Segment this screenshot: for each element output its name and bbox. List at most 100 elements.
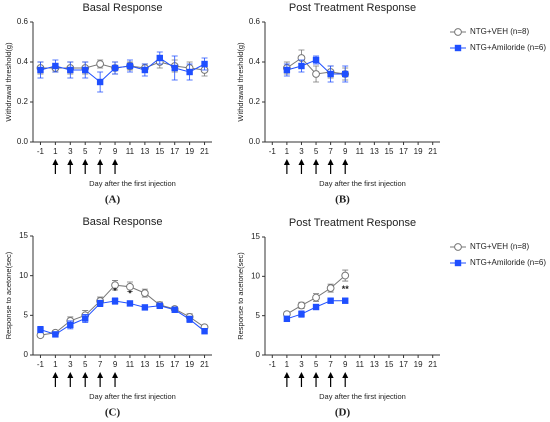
marker <box>140 289 149 298</box>
x-axis-label: Day after the first injection <box>89 179 176 188</box>
arrow-head <box>82 159 89 165</box>
x-axis-label: Day after the first injection <box>89 392 176 401</box>
panel-label: (D) <box>335 407 351 419</box>
x-tick-label: 19 <box>414 147 423 156</box>
arrow-head <box>342 159 349 165</box>
y-tick-label: 0.2 <box>249 97 261 106</box>
panel-label: (A) <box>105 194 121 206</box>
x-axis-label: Day after the first injection <box>319 392 406 401</box>
arrow-head <box>52 372 59 378</box>
arrow-head <box>283 372 290 378</box>
marker <box>141 304 149 311</box>
y-tick-label: 0.4 <box>249 57 261 66</box>
y-axis-label: Withdrawal threshold(g) <box>4 42 13 122</box>
x-tick-label: 9 <box>113 360 118 369</box>
marker <box>52 331 59 338</box>
marker <box>312 303 320 311</box>
y-tick-label: 0.6 <box>249 17 261 26</box>
y-axis-label: Response to acetone(sec) <box>236 252 245 340</box>
x-tick-label: 17 <box>170 147 179 156</box>
arrow-head <box>313 159 320 165</box>
arrow-head <box>313 372 320 378</box>
y-tick-label: 0.0 <box>249 137 261 146</box>
chart-title: Post Treatment Response <box>289 2 416 14</box>
marker <box>171 64 178 72</box>
marker <box>326 284 335 293</box>
arrow-head <box>97 159 104 165</box>
x-tick-label: 1 <box>285 147 290 156</box>
marker <box>141 66 149 74</box>
x-tick-label: 11 <box>356 360 365 369</box>
marker <box>342 297 349 304</box>
x-tick-label: 7 <box>98 147 103 156</box>
series-line <box>40 300 205 335</box>
marker <box>156 54 163 62</box>
y-tick-label: 15 <box>251 232 260 241</box>
marker <box>37 326 44 333</box>
legend-marker <box>454 259 462 267</box>
x-tick-label: 19 <box>414 360 423 369</box>
x-tick-label: 19 <box>185 147 194 156</box>
y-tick-label: 5 <box>24 310 29 319</box>
marker <box>298 62 305 70</box>
marker <box>297 301 306 310</box>
arrow-head <box>327 159 334 165</box>
marker <box>67 66 74 74</box>
marker <box>283 66 291 74</box>
marker <box>96 300 104 307</box>
x-tick-label: 11 <box>126 360 135 369</box>
y-axis-label: Response to acetone(sec) <box>4 251 13 339</box>
x-tick-label: 15 <box>385 360 394 369</box>
significance: ** <box>342 284 350 294</box>
x-tick-label: 15 <box>155 360 164 369</box>
marker <box>341 271 350 280</box>
marker <box>126 300 134 307</box>
arrow-head <box>112 372 119 378</box>
x-tick-label: -1 <box>37 147 45 156</box>
x-tick-label: 13 <box>370 147 379 156</box>
x-tick-label: 5 <box>83 147 88 156</box>
x-tick-label: 21 <box>200 147 209 156</box>
x-tick-label: 9 <box>113 147 118 156</box>
x-tick-label: 3 <box>299 360 304 369</box>
marker <box>171 306 178 313</box>
legend-label: NTG+Amiloride (n=6) <box>470 258 546 267</box>
x-tick-label: 1 <box>53 360 58 369</box>
x-tick-label: 13 <box>140 147 149 156</box>
y-tick-label: 0.2 <box>17 97 29 106</box>
marker <box>186 68 193 76</box>
x-tick-label: 15 <box>385 147 394 156</box>
legend-label: NTG+VEH (n=8) <box>470 242 529 251</box>
arrow-head <box>67 372 74 378</box>
x-tick-label: 9 <box>343 360 348 369</box>
marker <box>82 315 89 322</box>
marker <box>156 302 163 310</box>
x-tick-label: 1 <box>285 360 290 369</box>
x-tick-label: 5 <box>314 360 319 369</box>
marker <box>327 70 334 78</box>
marker <box>96 60 105 68</box>
chart-title: Post Treatment Response <box>289 217 416 229</box>
x-tick-label: 13 <box>140 360 149 369</box>
marker <box>201 60 208 68</box>
y-tick-label: 0.4 <box>17 57 29 66</box>
marker <box>67 321 74 329</box>
y-tick-label: 0.0 <box>17 137 29 146</box>
marker <box>96 78 104 86</box>
marker <box>126 282 134 291</box>
x-tick-label: 3 <box>68 360 73 369</box>
marker <box>111 64 119 72</box>
legend-label: NTG+VEH (n=8) <box>470 27 529 36</box>
series-line <box>40 57 205 83</box>
x-tick-label: 21 <box>428 360 437 369</box>
marker <box>201 328 208 335</box>
marker <box>312 56 320 64</box>
marker <box>327 297 334 304</box>
legend-label: NTG+Amiloride (n=6) <box>470 43 546 52</box>
marker <box>283 315 291 323</box>
marker <box>186 316 193 323</box>
panel-label: (C) <box>105 407 121 419</box>
x-tick-label: 5 <box>83 360 88 369</box>
marker <box>37 66 44 74</box>
x-tick-label: 7 <box>328 360 333 369</box>
